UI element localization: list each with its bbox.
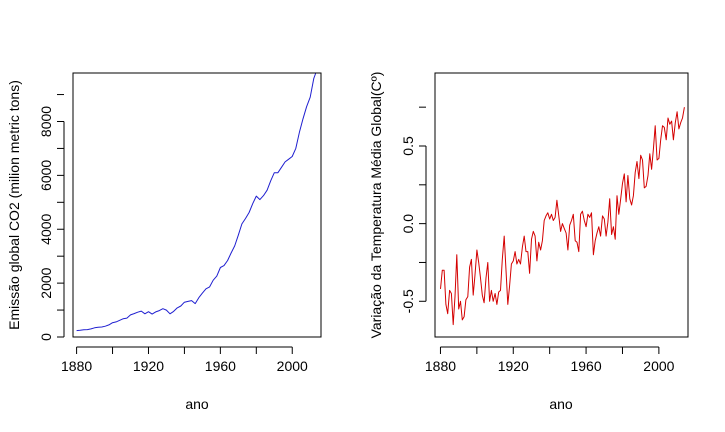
temperature-x-tick-label: 1880 [425,358,456,374]
co2-x-tick-label: 1920 [133,358,164,374]
temperature-series-line [440,107,685,326]
temperature-y-axis-title: Variação da Temperatura Média Global(Cº) [368,72,384,339]
co2-y-axis-title: Emissão global CO2 (milion metric tons) [6,80,22,330]
co2-series-line [76,73,317,332]
temperature-x-tick-label: 1960 [570,358,601,374]
temperature-panel: 1880 1920 1960 2000 -0.5 0.0 0.5 ano Variação … [368,72,689,412]
co2-y-tick-label: 6000 [38,160,54,191]
co2-y-tick-label: 4000 [38,213,54,244]
co2-x-tick-label: 2000 [277,358,308,374]
temperature-x-axis-title: ano [549,396,573,412]
temperature-y-tick-label: 0.5 [400,136,416,156]
co2-y-tick-label: 0 [38,333,54,341]
co2-y-tick-label: 8000 [38,106,54,137]
co2-y-tick-label: 2000 [38,267,54,298]
temperature-x-tick-label: 2000 [643,358,674,374]
co2-x-tick-label: 1960 [205,358,236,374]
temperature-plot-frame [434,72,689,338]
temperature-x-tick-label: 1920 [498,358,529,374]
temperature-y-tick-label: -0.5 [400,289,416,313]
co2-panel: 1880 1920 1960 2000 0 2000 4000 6000 8000 ano Em… [6,72,322,412]
co2-x-tick-label: 1880 [61,358,92,374]
co2-x-axis-title: ano [185,396,209,412]
co2-plot-frame [72,72,322,338]
temperature-y-tick-label: 0.0 [400,214,416,234]
